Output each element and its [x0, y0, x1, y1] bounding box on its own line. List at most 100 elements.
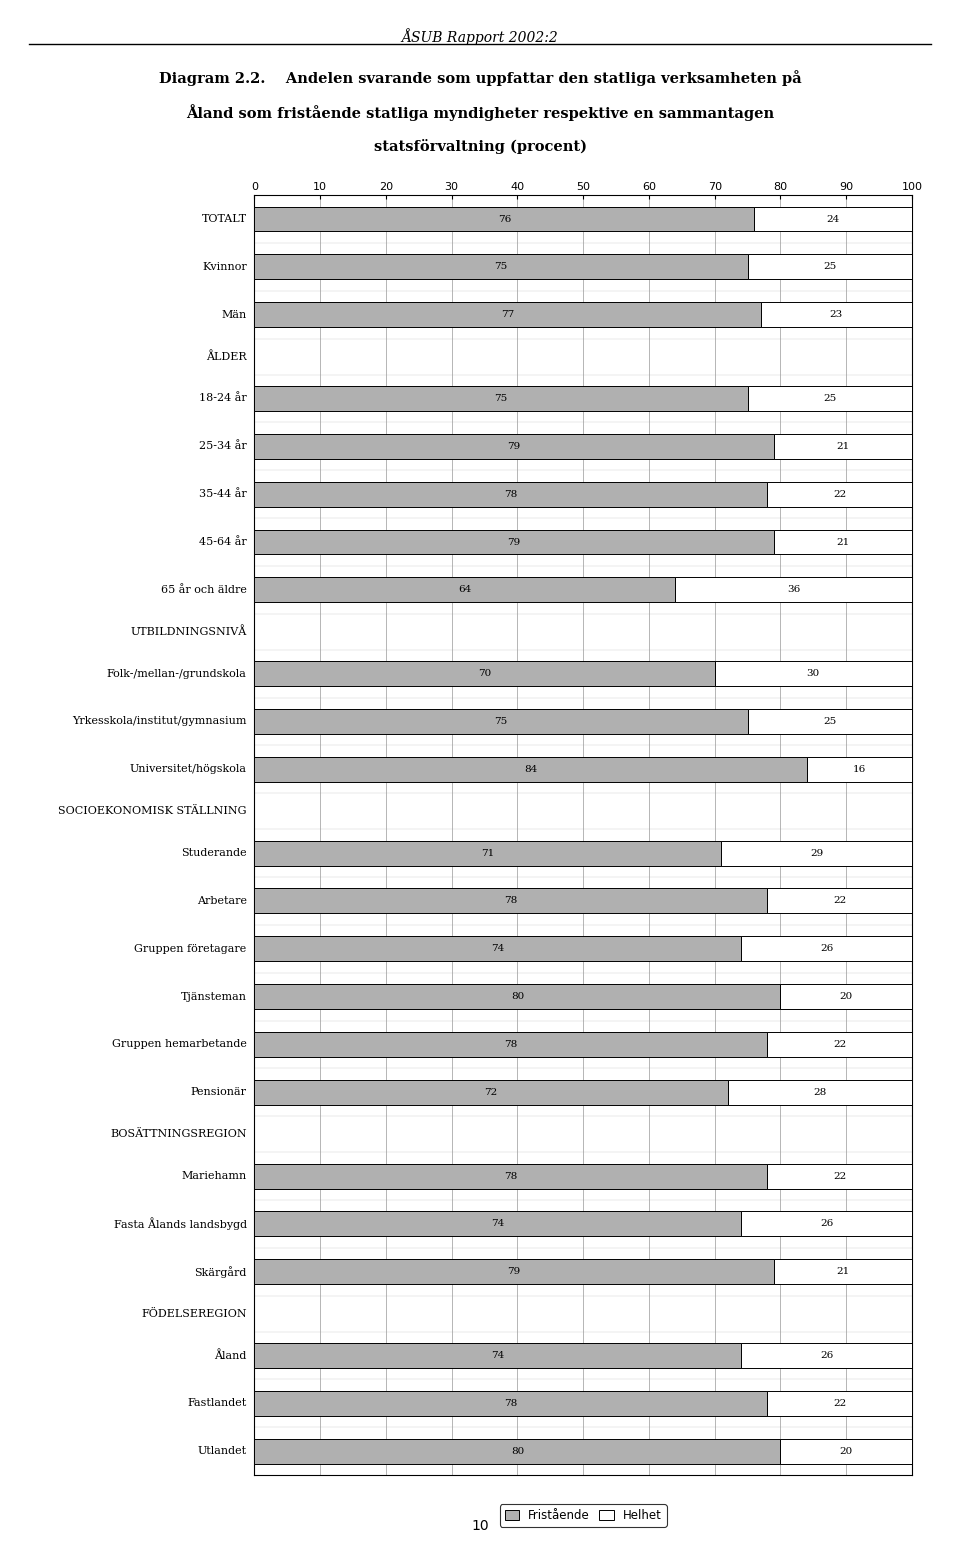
Text: 75: 75 — [494, 262, 508, 272]
Text: Åland: Åland — [214, 1350, 247, 1361]
Text: Kvinnor: Kvinnor — [202, 262, 247, 272]
Text: 78: 78 — [504, 1399, 517, 1408]
Bar — [728, 1080, 912, 1105]
Text: 72: 72 — [485, 1088, 498, 1097]
Bar — [741, 937, 912, 962]
Text: TOTALT: TOTALT — [202, 214, 247, 225]
Bar — [254, 1439, 780, 1464]
Text: BOSÄTTNINGSREGION: BOSÄTTNINGSREGION — [110, 1129, 247, 1140]
Text: 29: 29 — [810, 849, 824, 857]
Bar — [254, 578, 675, 603]
Text: Fasta Ålands landsbygd: Fasta Ålands landsbygd — [113, 1218, 247, 1230]
Text: 65 år och äldre: 65 år och äldre — [161, 585, 247, 595]
Bar — [254, 482, 767, 507]
Text: 21: 21 — [836, 537, 850, 546]
Bar — [748, 386, 912, 411]
Text: 26: 26 — [820, 1350, 833, 1360]
Bar — [254, 757, 806, 782]
Text: Utlandet: Utlandet — [198, 1445, 247, 1456]
Legend: Fristående, Helhet: Fristående, Helhet — [500, 1505, 666, 1527]
Text: 22: 22 — [833, 1172, 847, 1180]
Text: 22: 22 — [833, 1399, 847, 1408]
Text: 21: 21 — [836, 1268, 850, 1277]
Text: Gruppen företagare: Gruppen företagare — [134, 944, 247, 954]
Text: 80: 80 — [511, 993, 524, 1001]
Text: 75: 75 — [494, 393, 508, 403]
Text: SOCIOEKONOMISK STÄLLNING: SOCIOEKONOMISK STÄLLNING — [59, 805, 247, 816]
Text: Tjänsteman: Tjänsteman — [180, 991, 247, 1002]
Text: 79: 79 — [508, 537, 520, 546]
Text: 30: 30 — [806, 670, 820, 677]
Text: 20: 20 — [840, 1447, 852, 1456]
Text: 18-24 år: 18-24 år — [199, 393, 247, 403]
Text: 80: 80 — [511, 1447, 524, 1456]
Text: 78: 78 — [504, 490, 517, 498]
Text: 23: 23 — [829, 311, 843, 320]
Bar — [767, 1163, 912, 1188]
Text: Universitet/högskola: Universitet/högskola — [130, 765, 247, 774]
Bar — [741, 1342, 912, 1367]
Bar — [254, 662, 715, 687]
Text: 16: 16 — [852, 765, 866, 774]
Bar — [254, 303, 760, 328]
Bar — [767, 482, 912, 507]
Text: Studerande: Studerande — [181, 848, 247, 859]
Bar — [675, 578, 912, 603]
Text: 45-64 år: 45-64 år — [199, 537, 247, 546]
Bar — [254, 1211, 741, 1236]
Text: 25-34 år: 25-34 år — [199, 442, 247, 451]
Text: 26: 26 — [820, 1219, 833, 1229]
Bar — [774, 529, 912, 554]
Text: 79: 79 — [508, 442, 520, 451]
Text: 25: 25 — [823, 262, 836, 272]
Text: 78: 78 — [504, 896, 517, 905]
Text: Diagram 2.2.    Andelen svarande som uppfattar den statliga verksamheten på: Diagram 2.2. Andelen svarande som uppfat… — [158, 70, 802, 86]
Bar — [254, 386, 748, 411]
Text: 70: 70 — [478, 670, 492, 677]
Text: 71: 71 — [481, 849, 494, 857]
Text: 76: 76 — [497, 214, 511, 223]
Text: 74: 74 — [492, 1219, 504, 1229]
Text: Åland som fristående statliga myndigheter respektive en sammantagen: Åland som fristående statliga myndighete… — [186, 105, 774, 122]
Text: 28: 28 — [813, 1088, 827, 1097]
Text: 22: 22 — [833, 896, 847, 905]
Bar — [806, 757, 912, 782]
Bar — [767, 1032, 912, 1057]
Bar — [254, 1391, 767, 1416]
Text: 79: 79 — [508, 1268, 520, 1277]
Bar — [254, 841, 721, 865]
Bar — [721, 841, 912, 865]
Text: Arbetare: Arbetare — [197, 896, 247, 905]
Bar — [254, 206, 755, 231]
Text: 74: 74 — [492, 944, 504, 954]
Bar — [755, 206, 912, 231]
Text: UTBILDNINGSNIVÅ: UTBILDNINGSNIVÅ — [131, 626, 247, 637]
Text: 36: 36 — [787, 585, 801, 595]
Text: 25: 25 — [823, 393, 836, 403]
Bar — [254, 1163, 767, 1188]
Text: 77: 77 — [501, 311, 515, 320]
Bar — [254, 888, 767, 913]
Text: 35-44 år: 35-44 år — [199, 489, 247, 500]
Text: 24: 24 — [827, 214, 840, 223]
Bar — [254, 1342, 741, 1367]
Text: 21: 21 — [836, 442, 850, 451]
Text: 64: 64 — [458, 585, 471, 595]
Bar — [741, 1211, 912, 1236]
Text: Gruppen hemarbetande: Gruppen hemarbetande — [112, 1040, 247, 1049]
Text: 75: 75 — [494, 716, 508, 726]
Bar — [748, 254, 912, 279]
Text: ÅLDER: ÅLDER — [206, 351, 247, 362]
Text: Folk-/mellan-/grundskola: Folk-/mellan-/grundskola — [107, 668, 247, 679]
Text: Skärgård: Skärgård — [194, 1266, 247, 1278]
Text: Mariehamn: Mariehamn — [181, 1171, 247, 1182]
Text: ÅSUB Rapport 2002:2: ÅSUB Rapport 2002:2 — [401, 28, 559, 45]
Bar — [774, 1260, 912, 1285]
Text: statsförvaltning (procent): statsförvaltning (procent) — [373, 139, 587, 155]
Bar — [254, 1260, 774, 1285]
Bar — [767, 1391, 912, 1416]
Text: 74: 74 — [492, 1350, 504, 1360]
Bar — [715, 662, 912, 687]
Bar — [780, 1439, 912, 1464]
Text: Män: Män — [222, 309, 247, 320]
